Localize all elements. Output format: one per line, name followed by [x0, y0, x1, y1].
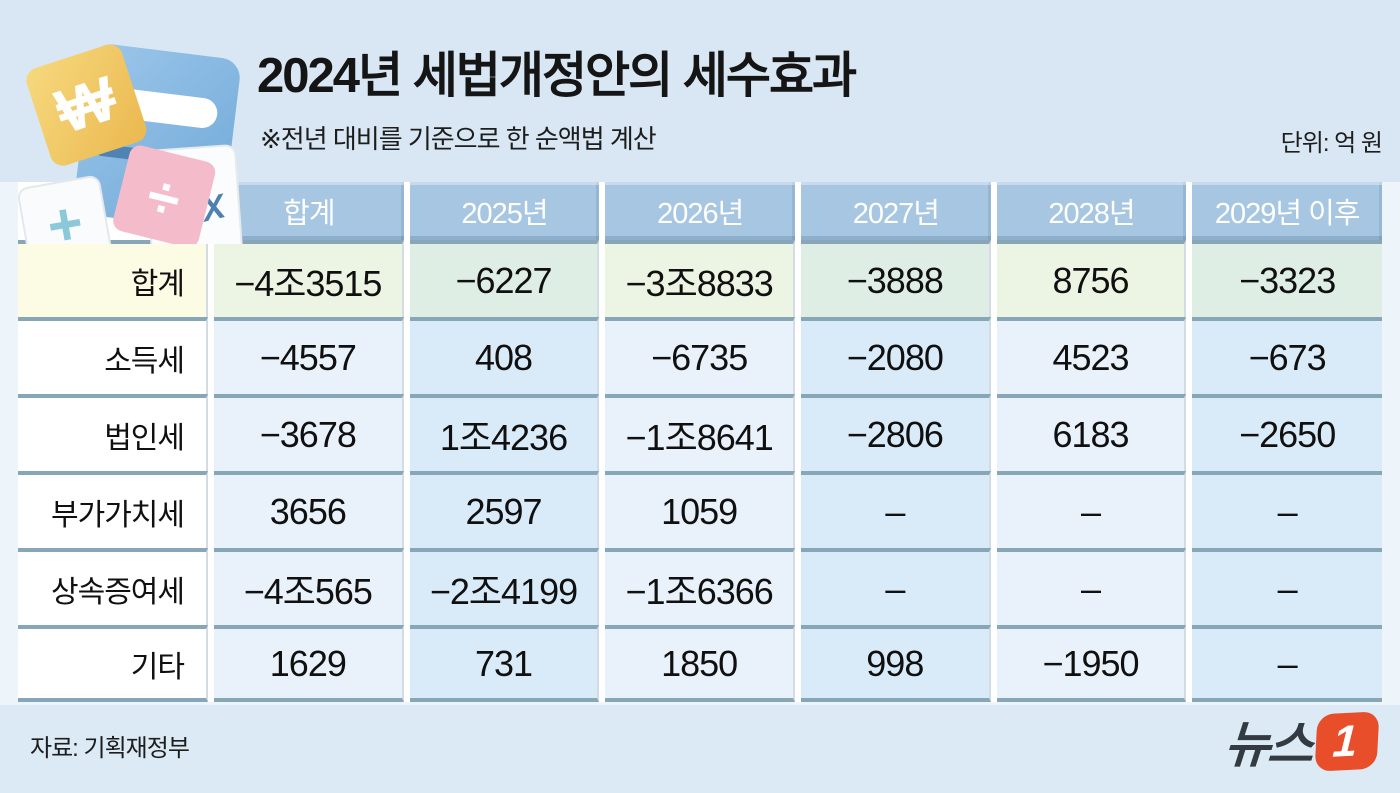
cell-value: –	[801, 471, 991, 548]
news1-logo-tile-icon: 1	[1314, 710, 1380, 772]
tax-effect-table: 합계 2025년 2026년 2027년 2028년 2029년 이후 합계 −…	[18, 182, 1382, 702]
row-label: 기타	[18, 625, 208, 702]
cell-value: 1850	[605, 625, 795, 702]
cell-value: 998	[801, 625, 991, 702]
col-header-2027: 2027년	[801, 182, 991, 240]
cell-value: −4557	[214, 317, 404, 394]
row-label: 소득세	[18, 317, 208, 394]
cell-value: −6735	[605, 317, 795, 394]
table-row-income-tax: 소득세 −4557 408 −6735 −2080 4523 −673	[18, 317, 1382, 394]
unit-label: 단위: 억 원	[1280, 130, 1383, 157]
cell-value: −1조8641	[605, 394, 795, 471]
table-row-corporate-tax: 법인세 −3678 1조4236 −1조8641 −2806 6183 −265…	[18, 394, 1382, 471]
cell-value: −4조565	[214, 548, 404, 625]
source-credit: 자료: 기획재정부	[30, 735, 190, 762]
col-header-total: 합계	[214, 182, 404, 240]
cell-value: 408	[409, 317, 600, 394]
cell-value: 1059	[605, 471, 795, 548]
col-header-2026: 2026년	[605, 182, 795, 240]
cell-value: −1950	[996, 625, 1187, 702]
cell-value: 4523	[996, 317, 1187, 394]
cell-value: −2806	[801, 394, 991, 471]
cell-value: –	[1192, 548, 1382, 625]
col-header-2025: 2025년	[409, 182, 600, 240]
col-header-2028: 2028년	[996, 182, 1187, 240]
page-title: 2024년 세법개정안의 세수효과	[257, 49, 857, 103]
cell-value: −3678	[214, 394, 404, 471]
cell-value: 1629	[214, 625, 404, 702]
col-header-2029plus: 2029년 이후	[1192, 182, 1382, 240]
cell-value: −4조3515	[214, 240, 404, 317]
row-label: 상속증여세	[18, 548, 208, 625]
tax-calculator-illustration: TAX ₩ ÷ +	[17, 44, 246, 244]
cell-value: −2080	[801, 317, 991, 394]
table-row-total: 합계 −4조3515 −6227 −3조8833 −3888 8756 −332…	[18, 240, 1382, 317]
cell-value: −3888	[801, 240, 991, 317]
cell-value: 2597	[409, 471, 600, 548]
cell-value: −3조8833	[605, 240, 795, 317]
bottom-background-band	[0, 705, 1400, 793]
news1-logo-number: 1	[1331, 715, 1359, 766]
row-label: 합계	[18, 240, 208, 317]
divide-cube: ÷	[113, 145, 216, 244]
cell-value: 731	[409, 625, 600, 702]
page-subtitle: ※전년 대비를 기준으로 한 순액법 계산	[260, 124, 657, 154]
cell-value: –	[996, 548, 1187, 625]
cell-value: 1조4236	[409, 394, 600, 471]
cell-value: –	[1192, 471, 1382, 548]
cell-value: 8756	[996, 240, 1187, 317]
table-row-vat: 부가가치세 3656 2597 1059 – – –	[18, 471, 1382, 548]
table-header-row: 합계 2025년 2026년 2027년 2028년 2029년 이후	[18, 182, 1382, 240]
row-label: 부가가치세	[18, 471, 208, 548]
cell-value: −2조4199	[409, 548, 600, 625]
cell-value: –	[996, 471, 1187, 548]
cell-value: 6183	[996, 394, 1187, 471]
cell-value: −673	[1192, 317, 1382, 394]
cell-value: –	[1192, 625, 1382, 702]
plus-cube: +	[17, 175, 112, 244]
row-label: 법인세	[18, 394, 208, 471]
table-row-others: 기타 1629 731 1850 998 −1950 –	[18, 625, 1382, 702]
news1-logo: 뉴스 1	[1222, 705, 1380, 777]
table-row-inheritance-gift-tax: 상속증여세 −4조565 −2조4199 −1조6366 – – –	[18, 548, 1382, 625]
cell-value: −2650	[1192, 394, 1382, 471]
cell-value: –	[801, 548, 991, 625]
cell-value: −1조6366	[605, 548, 795, 625]
cell-value: −3323	[1192, 240, 1382, 317]
cell-value: 3656	[214, 471, 404, 548]
won-cube: ₩	[26, 44, 147, 166]
cell-value: −6227	[409, 240, 600, 317]
news1-logo-text: 뉴스	[1222, 717, 1313, 773]
